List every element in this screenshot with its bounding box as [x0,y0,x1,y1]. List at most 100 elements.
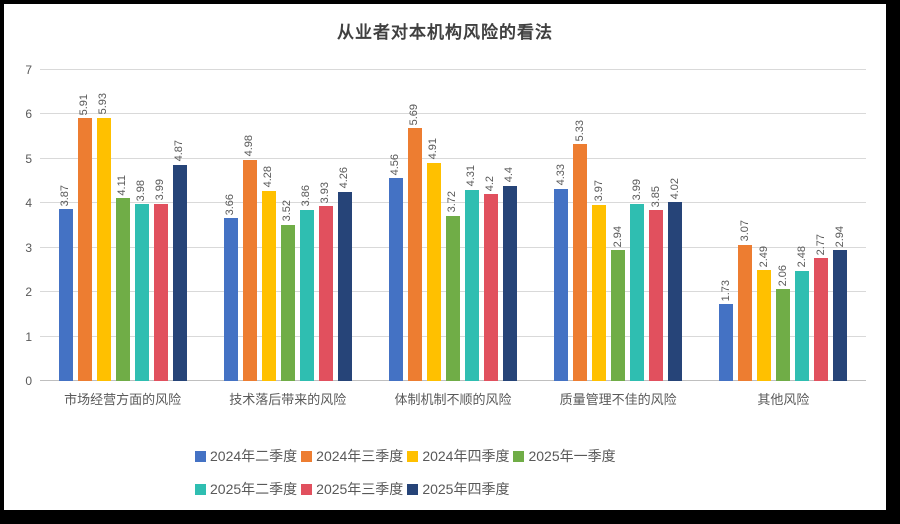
bar-value-label: 4.87 [173,140,186,162]
bar-column: 2.49 [757,245,772,381]
bar-group: 3.87 5.91 5.93 4.11 3.98 3.99 4.87 [40,70,205,381]
bar [795,270,810,381]
bar-group: 4.56 5.69 4.91 3.72 4.31 4.2 4.4 [370,70,535,381]
gridline [40,157,866,159]
bar-column: 4.56 [388,153,403,381]
bar-column: 4.4 [502,167,517,381]
legend-marker [301,483,313,495]
bar-column: 4.26 [337,167,352,381]
chart-title: 从业者对本机构风险的看法 [337,23,553,42]
bar-value-label: 3.93 [319,181,332,204]
legend-label: 2025年四季度 [422,481,510,497]
bar-value-label: 3.85 [649,185,662,207]
bar-column: 3.85 [649,185,664,381]
bar-value-label: 2.94 [833,225,846,248]
bar-column: 3.86 [299,185,314,381]
plot-area: 3.87 5.91 5.93 4.11 3.98 3.99 4.87 3.66 4.98 4.28… [40,69,866,381]
legend-label: 2024年三季度 [316,448,404,464]
bar [483,194,498,381]
bar [464,189,479,381]
y-tick-label: 5 [25,151,32,166]
bar-column: 3.87 [58,184,73,381]
legend-marker [407,483,419,495]
x-category-label: 体制机制不顺的风险 [394,392,512,407]
bar [58,209,73,381]
bar-value-label: 4.11 [116,174,129,196]
bar [649,209,664,381]
bar [592,204,607,381]
bar-value-label: 5.93 [97,93,110,115]
bar-value-label: 2.48 [795,246,808,268]
legend-label: 2024年四季度 [422,448,510,464]
legend-item: 2025年三季度 [301,479,403,499]
bar [299,209,314,381]
bar [719,304,734,381]
y-axis: 0 1 2 3 4 5 6 7 [6,63,32,388]
legend-label: 2025年三季度 [316,481,404,497]
bar-value-label: 4.91 [427,138,440,160]
y-tick-label: 3 [25,240,32,255]
bar-column: 4.91 [426,138,441,381]
bar-value-label: 4.28 [262,166,275,188]
bar [426,162,441,381]
bar [280,224,295,381]
bar-column: 3.66 [223,193,238,381]
legend-item: 2025年一季度 [513,446,616,466]
legend-item: 2025年二季度 [195,479,297,499]
bar [134,204,149,381]
x-category-label: 市场经营方面的风险 [64,392,182,407]
bar [318,206,333,381]
bar [153,203,168,381]
legend-marker [195,483,206,495]
bar-column: 1.73 [719,280,734,381]
bar-value-label: 5.91 [78,94,91,116]
bar-value-label: 4.33 [554,164,567,186]
x-axis: 市场经营方面的风险 技术落后带来的风险 体制机制不顺的风险 质量管理不佳的风险 其他风险 [40,389,866,409]
bar [573,144,588,381]
legend-label: 2024年二季度 [210,448,298,464]
bar-value-label: 3.87 [59,184,72,207]
bar-column: 4.98 [242,135,257,381]
bar-value-label: 4.2 [484,176,497,192]
bar-column: 2.94 [833,225,848,381]
bar [833,250,848,381]
bar-column: 5.91 [77,94,92,381]
bar-value-label: 2.77 [814,233,827,255]
bar-value-label: 3.66 [224,193,237,216]
bar [115,198,130,381]
bar-value-label: 4.02 [668,177,681,200]
x-category-label: 质量管理不佳的风险 [559,392,677,407]
bar-column: 3.72 [445,191,460,381]
bar-column: 2.94 [611,226,626,381]
bar [223,218,238,381]
bar-value-label: 2.49 [757,245,770,268]
bar-column: 4.2 [483,176,498,381]
bar-column: 3.52 [280,200,295,381]
bar [242,159,257,381]
bar-value-label: 2.06 [776,265,789,287]
bar-value-label: 3.98 [135,179,148,202]
bar-value-label: 3.99 [154,179,167,201]
bar-column: 3.07 [738,220,753,381]
bar-value-label: 4.31 [465,165,478,187]
gridline [40,113,866,115]
bar-value-label: 4.4 [503,167,516,183]
bar-column: 2.48 [795,246,810,381]
y-tick-label: 1 [25,329,32,344]
bar-value-label: 4.56 [389,153,402,176]
gridline [40,69,866,70]
bar [172,164,187,381]
gridline [40,202,866,204]
bar-group: 3.66 4.98 4.28 3.52 3.86 3.93 4.26 [205,70,370,381]
bar-value-label: 3.07 [738,220,751,242]
bar-column: 3.99 [153,179,168,381]
bar-value-label: 3.72 [446,191,459,213]
bar [502,185,517,381]
y-tick-label: 7 [25,63,32,77]
legend: 2024年二季度 2024年三季度 2024年四季度 2025年一季度 2025年二季度… [195,446,695,499]
legend-item: 2024年四季度 [407,446,509,466]
bar-column: 2.77 [814,233,829,381]
bar [611,250,626,381]
bar-value-label: 3.86 [300,185,313,207]
legend-item: 2025年四季度 [407,479,509,499]
